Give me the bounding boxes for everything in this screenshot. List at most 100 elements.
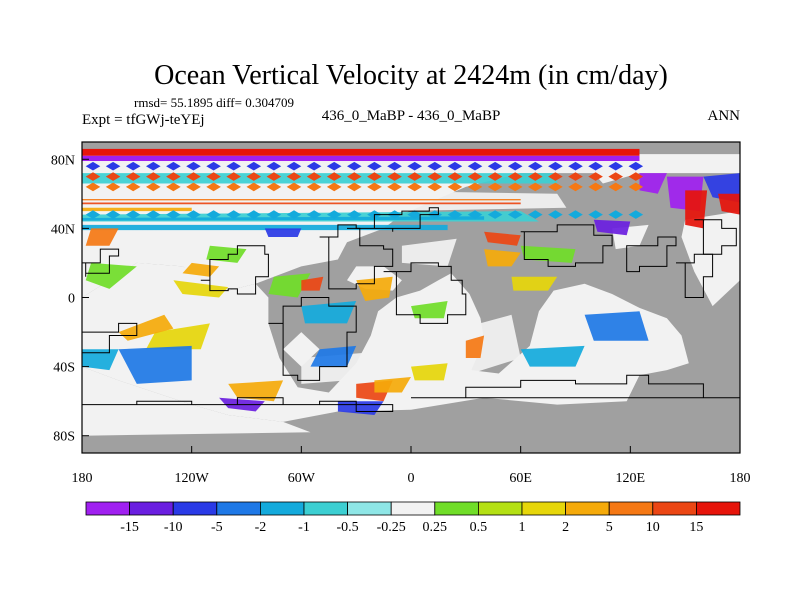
velocity-patch — [166, 172, 181, 181]
velocity-patch — [528, 210, 543, 219]
velocity-patch — [347, 161, 362, 171]
colorbar-swatch — [129, 501, 174, 516]
velocity-patch — [105, 161, 121, 171]
coastline-segment — [411, 374, 740, 399]
velocity-patch — [568, 161, 583, 171]
velocity-patch — [639, 173, 667, 194]
velocity-patch — [628, 210, 644, 219]
velocity-patch — [226, 210, 241, 219]
velocity-patch — [206, 245, 247, 263]
colorbar-label: -1 — [298, 520, 310, 535]
center-subtitle: 436_0_MaBP - 436_0_MaBP — [322, 108, 501, 124]
velocity-patch — [411, 363, 448, 381]
velocity-patch — [427, 161, 443, 171]
ocean-region — [82, 154, 740, 298]
velocity-patch — [467, 172, 483, 181]
x-tick-label: 0 — [408, 471, 415, 486]
velocity-patch — [356, 276, 393, 301]
velocity-patch — [387, 161, 402, 171]
velocity-patch — [246, 210, 262, 219]
velocity-patch — [82, 216, 485, 221]
colorbar-label: 15 — [689, 520, 703, 535]
velocity-patch — [125, 182, 141, 192]
coastline-segment — [82, 397, 394, 412]
coastline-segment — [676, 253, 714, 298]
velocity-patch — [447, 172, 463, 181]
velocity-patch — [228, 380, 284, 402]
velocity-patch — [347, 172, 362, 181]
y-tick-label: 80S — [53, 430, 75, 445]
velocity-patch — [226, 161, 241, 171]
velocity-patch — [82, 148, 640, 156]
velocity-patch — [487, 161, 503, 171]
velocity-patch — [82, 199, 521, 201]
velocity-patch — [628, 161, 644, 171]
colorbar-swatch — [216, 501, 261, 516]
velocity-patch — [347, 210, 362, 219]
velocity-patch — [186, 172, 201, 181]
velocity-patch — [588, 172, 603, 181]
ocean-region — [82, 262, 689, 422]
velocity-patch — [487, 172, 503, 181]
velocity-patch — [226, 172, 241, 181]
x-tick-label: 60W — [288, 471, 316, 486]
velocity-patch — [85, 182, 101, 192]
velocity-patch — [487, 182, 503, 192]
velocity-patch — [487, 210, 503, 219]
coastline-segment — [319, 224, 394, 290]
colorbar-label: 0.25 — [423, 520, 448, 535]
velocity-patch — [685, 190, 708, 229]
velocity-patch — [548, 161, 563, 171]
velocity-patch — [286, 210, 302, 219]
x-tick-label: 120W — [175, 471, 210, 486]
velocity-patch — [326, 210, 342, 219]
velocity-patch — [588, 161, 603, 171]
velocity-patch — [507, 182, 523, 192]
velocity-patch — [387, 172, 402, 181]
velocity-patch — [628, 182, 644, 192]
colorbar-swatch — [172, 501, 218, 516]
velocity-patch — [465, 335, 485, 358]
colorbar-swatch — [652, 501, 697, 516]
velocity-patch — [588, 182, 603, 192]
y-tick-label: 40S — [53, 361, 75, 376]
velocity-patch — [85, 228, 119, 246]
ocean-field — [82, 148, 740, 436]
velocity-patch — [568, 182, 583, 192]
velocity-patch — [427, 182, 443, 192]
velocity-patch — [528, 182, 543, 192]
velocity-patch — [447, 182, 463, 192]
velocity-patch — [118, 345, 192, 384]
x-tick-label: 120E — [616, 471, 646, 486]
velocity-patch — [146, 161, 161, 171]
velocity-patch — [246, 172, 262, 181]
colorbar-swatch — [696, 501, 741, 516]
y-axis: 80N 40N 0 40S 80S — [51, 153, 89, 445]
velocity-patch — [266, 161, 282, 171]
ocean-region — [681, 211, 740, 307]
velocity-patch — [301, 276, 324, 291]
coastline-segment — [626, 236, 677, 273]
velocity-patch — [407, 172, 422, 181]
velocity-patch — [507, 161, 523, 171]
velocity-patch — [356, 190, 567, 212]
velocity-patch — [166, 182, 181, 192]
velocity-patch — [85, 172, 101, 181]
velocity-patch — [447, 161, 463, 171]
velocity-patch — [484, 249, 521, 267]
coastline-segment — [694, 219, 737, 255]
velocity-patch — [507, 210, 523, 219]
velocity-patch — [173, 280, 229, 298]
velocity-patch — [528, 161, 543, 171]
coastline-segment — [383, 262, 467, 324]
velocity-patch — [82, 155, 640, 162]
velocity-patch — [588, 210, 603, 219]
velocity-patch — [401, 238, 457, 267]
ocean-region — [82, 366, 311, 436]
velocity-patch — [125, 210, 141, 219]
velocity-patch — [186, 210, 201, 219]
colorbar-label: -0.25 — [377, 520, 406, 535]
velocity-patch — [206, 182, 221, 192]
velocity-patch — [407, 161, 422, 171]
